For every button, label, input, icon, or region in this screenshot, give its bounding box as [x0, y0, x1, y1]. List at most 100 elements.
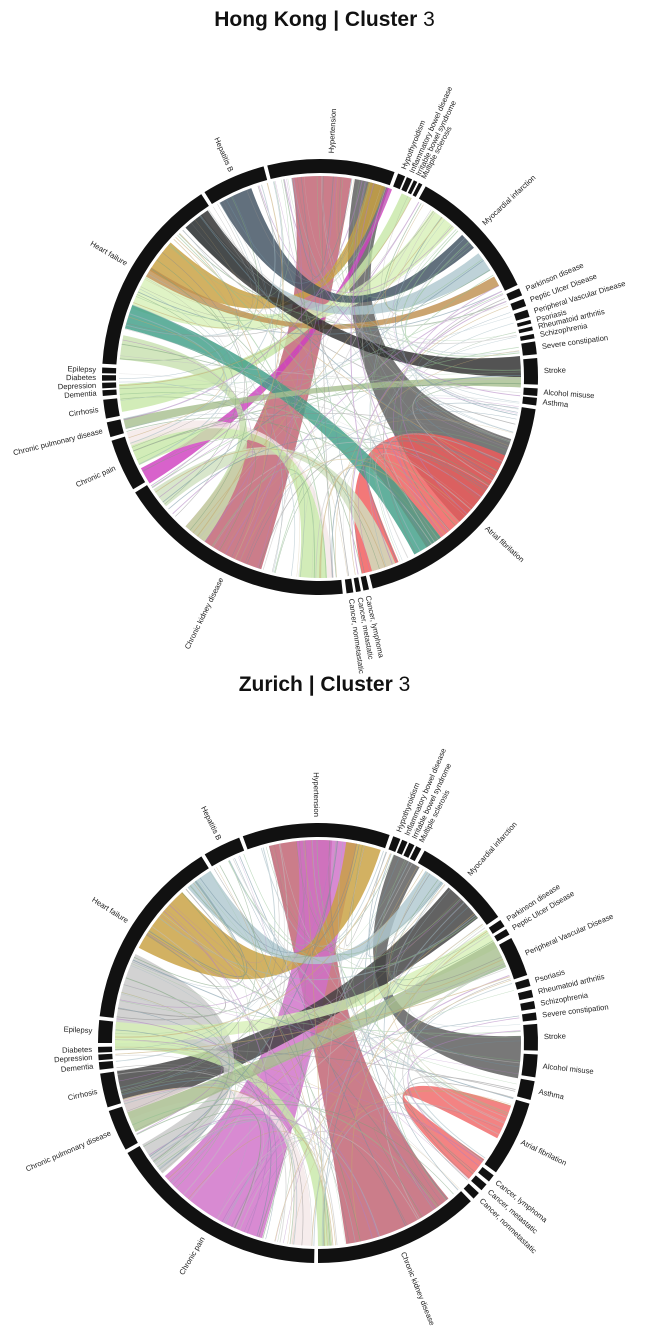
- thin-chord: [228, 860, 478, 969]
- thin-chord: [225, 861, 410, 1224]
- thin-chord: [312, 840, 484, 1162]
- thin-chord: [375, 453, 472, 559]
- sector-arc-parkinson-disease: [488, 919, 505, 934]
- thin-chord: [115, 1029, 272, 1237]
- thin-chords: [119, 176, 521, 579]
- thin-chord: [367, 187, 480, 501]
- thin-chord: [402, 1081, 514, 1181]
- thin-chord: [150, 1116, 298, 1245]
- sector-arc-chronic-kidney-disease: [135, 485, 343, 595]
- thin-chord: [131, 201, 420, 448]
- thin-chord: [123, 984, 519, 1075]
- sector-arc-depression: [98, 1053, 113, 1061]
- thin-chord: [408, 923, 521, 1027]
- thin-chord: [196, 182, 284, 537]
- thin-chord: [400, 285, 500, 515]
- thin-chord: [116, 843, 358, 1021]
- thin-chord: [211, 468, 316, 578]
- thin-chord: [199, 441, 489, 539]
- chord-ribbon: [115, 954, 235, 1174]
- sector-arc-severe-constipation: [521, 1012, 537, 1022]
- chord-ribbon: [124, 304, 441, 555]
- sector-arc-atrial-fibrilation: [369, 407, 536, 589]
- chord-ribbon: [122, 1086, 312, 1246]
- thin-chord: [142, 437, 256, 552]
- sector-label-diabetes: Diabetes: [66, 373, 96, 382]
- thin-chord: [407, 1030, 521, 1167]
- chord-ribbon: [402, 1085, 512, 1179]
- sector-label-hepatitis-b: Hepatitis B: [212, 136, 235, 173]
- thin-chord: [389, 879, 494, 981]
- thin-chord: [125, 184, 276, 337]
- thin-chord: [293, 177, 520, 403]
- sector-label-epilepsy: Epilepsy: [67, 364, 96, 374]
- thin-chord: [119, 392, 459, 523]
- sector-label-chronic-pain: Chronic pain: [74, 464, 117, 490]
- thin-chord: [181, 892, 361, 1242]
- sector-arc-schizophrenia: [520, 1001, 536, 1011]
- thin-chord: [132, 1097, 438, 1208]
- thin-chord: [121, 343, 490, 486]
- zurich-panel: Zurich | Cluster 3 Hypertension Hypothyro…: [0, 665, 649, 1339]
- thin-chord: [194, 219, 348, 577]
- sector-arc-cancer-metastatic: [471, 1175, 487, 1191]
- thin-chord: [126, 211, 434, 337]
- thin-chord: [223, 1137, 356, 1243]
- thin-chord: [146, 904, 239, 983]
- thin-chord: [115, 1039, 223, 1135]
- thin-chord: [134, 963, 505, 1131]
- sector-arc-rheumatoid-arthritis: [517, 989, 534, 1001]
- thin-chord: [148, 1113, 373, 1239]
- sector-arc-multiple-sclerosis: [412, 182, 423, 197]
- sector-arc-hypertension: [242, 823, 390, 850]
- sector-label-cirrhosis: Cirrhosis: [67, 1087, 98, 1102]
- thin-chord: [119, 196, 259, 361]
- thin-chord: [384, 433, 503, 552]
- thin-chord: [239, 855, 406, 1227]
- thin-chord: [167, 179, 290, 299]
- sector-arc-asthma: [522, 396, 537, 406]
- thin-chord: [136, 294, 237, 505]
- thin-chord: [387, 873, 502, 987]
- thin-chord: [258, 185, 453, 293]
- sector-arc-chronic-pain: [111, 436, 146, 490]
- thin-chord: [152, 181, 285, 488]
- thin-chord: [260, 847, 384, 947]
- sector-label-asthma: Asthma: [538, 1087, 566, 1102]
- sector-label-atrial-fibrilation: Atrial fibrilation: [519, 1138, 568, 1168]
- thin-chord: [394, 216, 518, 416]
- sector-label-dementia: Dementia: [60, 1062, 94, 1074]
- thin-chord: [402, 237, 514, 433]
- thin-chord: [132, 382, 521, 452]
- thin-chord: [153, 264, 300, 577]
- thin-chord: [197, 879, 509, 1114]
- thin-chord: [119, 229, 239, 379]
- thin-chord: [239, 458, 457, 562]
- sector-arc-cirrhosis: [100, 1071, 122, 1108]
- thin-chord: [199, 844, 360, 953]
- thin-chord: [291, 176, 334, 278]
- thin-chord: [322, 845, 365, 1246]
- sector-arc-chronic-pulmonary-disease: [106, 419, 124, 438]
- thin-chord: [136, 293, 503, 461]
- thin-chord: [117, 1069, 287, 1243]
- chord-ribbon: [347, 179, 512, 522]
- chord-ribbon: [119, 335, 248, 542]
- sector-label-alcohol-misuse: Alcohol misuse: [542, 1062, 594, 1076]
- sector-arc-myocardial-infarction: [417, 850, 499, 925]
- thin-chord: [302, 840, 461, 959]
- sector-label-stroke: Stroke: [544, 1032, 566, 1042]
- thin-chord: [124, 328, 450, 532]
- sector-arc-atrial-fibrilation: [484, 1099, 530, 1173]
- thin-chord: [120, 355, 521, 393]
- thin-chord: [335, 350, 520, 578]
- thin-chord: [115, 847, 276, 1062]
- thin-chord: [161, 867, 257, 969]
- sector-arc-epilepsy: [98, 1020, 114, 1043]
- thin-chord: [274, 979, 512, 1242]
- thin-chord: [119, 371, 521, 390]
- sector-label-hypertension: Hypertension: [327, 108, 338, 153]
- sector-arc-peripheral-vascular-disease: [499, 938, 528, 980]
- thin-chord: [119, 387, 495, 478]
- thin-chord: [119, 381, 296, 576]
